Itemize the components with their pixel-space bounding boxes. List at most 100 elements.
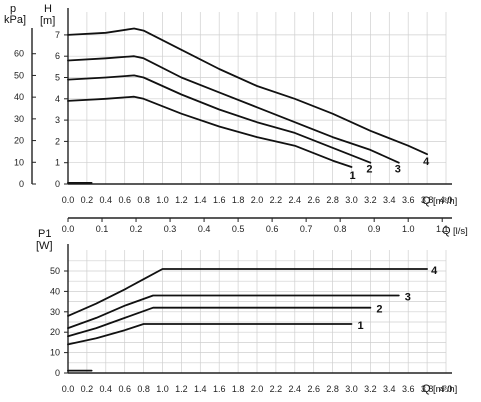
h-tick-label: 7	[55, 30, 60, 40]
q-tick-label-top: 1.8	[232, 195, 245, 205]
q-tick-label-bottom: 3.4	[383, 384, 396, 394]
q-tick-label-top: 0.8	[137, 195, 150, 205]
h-tick-label: 5	[55, 73, 60, 83]
q-axis-label-bottom: Q	[422, 383, 431, 395]
kpa-axis-unit: kPa]	[4, 14, 26, 26]
ls-tick-label: 0.7	[300, 224, 313, 234]
kpa-tick-label: 50	[14, 70, 24, 80]
h-axis-unit: [m]	[40, 15, 55, 27]
q-tick-label-bottom: 1.2	[175, 384, 188, 394]
p1-axis-symbol: P1	[38, 228, 51, 240]
p1-tick-label: 0	[55, 368, 60, 378]
q-tick-label-top: 0.0	[62, 195, 75, 205]
curve-label: 3	[405, 291, 411, 303]
q-tick-label-top: 2.6	[307, 195, 320, 205]
q-tick-label-bottom: 1.4	[194, 384, 207, 394]
q-ls-unit: [l/s]	[453, 226, 468, 237]
p-axis-symbol: p	[10, 3, 16, 15]
q-tick-label-top: 1.2	[175, 195, 188, 205]
ls-tick-label: 0.0	[62, 224, 75, 234]
h-axis-symbol: H	[44, 3, 52, 15]
q-tick-label-bottom: 2.6	[307, 384, 320, 394]
ls-tick-label: 0.9	[368, 224, 381, 234]
h-tick-label: 3	[55, 115, 60, 125]
q-tick-label-bottom: 3.6	[402, 384, 415, 394]
kpa-tick-label: 10	[14, 157, 24, 167]
q-tick-label-top: 2.8	[326, 195, 339, 205]
q-tick-label-bottom: 1.8	[232, 384, 245, 394]
q-tick-label-bottom: 1.6	[213, 384, 226, 394]
kpa-tick-label: 40	[14, 92, 24, 102]
q-tick-label-top: 3.2	[364, 195, 377, 205]
q-tick-label-top: 3.8	[421, 195, 434, 205]
kpa-tick-label: 20	[14, 136, 24, 146]
q-tick-label-bottom: 4.0	[440, 384, 453, 394]
ls-tick-label: 0.4	[198, 224, 211, 234]
head-curve-4	[67, 27, 428, 156]
curve-label: 1	[358, 320, 364, 332]
kpa-tick-label: 30	[14, 114, 24, 124]
q-axis-label-top: Q	[422, 195, 431, 207]
ls-tick-label: 0.8	[334, 224, 347, 234]
q-tick-label-top: 1.6	[213, 195, 226, 205]
q-tick-label-bottom: 0.2	[81, 384, 94, 394]
curve-label: 4	[423, 156, 430, 168]
p1-tick-label: 10	[50, 348, 60, 358]
kpa-tick-label: 60	[14, 49, 24, 59]
head-curve-1	[67, 95, 353, 168]
p1-tick-label: 40	[50, 286, 60, 296]
ls-tick-label: 1.1	[436, 224, 449, 234]
q-tick-label-top: 4.0	[440, 195, 453, 205]
ls-tick-label: 0.1	[96, 224, 109, 234]
p1-tick-label: 20	[50, 327, 60, 337]
q-tick-label-bottom: 2.2	[270, 384, 283, 394]
q-axis-unit-top: [m³/h]	[433, 196, 457, 207]
q-tick-label-bottom: 0.4	[100, 384, 113, 394]
q-tick-label-top: 3.4	[383, 195, 396, 205]
q-tick-label-bottom: 0.6	[118, 384, 131, 394]
ls-tick-label: 1.0	[402, 224, 415, 234]
curve-label: 3	[395, 164, 401, 176]
q-tick-label-bottom: 2.4	[289, 384, 302, 394]
q-tick-label-top: 2.0	[251, 195, 264, 205]
h-tick-label: 1	[55, 158, 60, 168]
head-curve-plot: 0 1 2 3 4 5 6 7 0 10 20 30 40 50 60 0.0 0.2 0.4 0.6 0.8 1.0 1…	[14, 8, 452, 234]
power-curve-2	[67, 306, 372, 338]
q-tick-label-top: 1.4	[194, 195, 207, 205]
q-tick-label-top: 2.2	[270, 195, 283, 205]
curve-label: 2	[376, 304, 382, 316]
q-tick-label-bottom: 2.0	[251, 384, 264, 394]
q-tick-label-top: 1.0	[156, 195, 169, 205]
power-curve-plot: 0 10 20 30 40 50 0.0 0.2 0.4 0.6 0.8 1.0 1.2 1.4 1.6 1.…	[50, 244, 452, 394]
power-curve-3	[67, 294, 400, 329]
q-tick-label-bottom: 0.8	[137, 384, 150, 394]
head-curve-3	[67, 55, 400, 164]
head-curve-2	[67, 74, 372, 164]
power-curve-4	[67, 268, 428, 317]
q-tick-label-bottom: 3.2	[364, 384, 377, 394]
p1-tick-label: 50	[50, 266, 60, 276]
q-tick-label-bottom: 1.0	[156, 384, 169, 394]
power-curve-1	[67, 323, 353, 346]
h-tick-label: 4	[55, 94, 60, 104]
h-tick-label: 6	[55, 51, 60, 61]
q-axis-unit-bottom: [m³/h]	[433, 384, 457, 395]
q-tick-label-top: 3.0	[345, 195, 358, 205]
q-ls-label: Q	[442, 225, 451, 237]
ls-tick-label: 0.2	[130, 224, 143, 234]
h-tick-label: 2	[55, 136, 60, 146]
ls-tick-label: 0.5	[232, 224, 245, 234]
q-tick-label-bottom: 3.0	[345, 384, 358, 394]
q-tick-label-top: 3.6	[402, 195, 415, 205]
ls-tick-label: 0.3	[164, 224, 177, 234]
kpa-tick-label: 0	[19, 179, 24, 189]
curve-label: 1	[350, 170, 356, 182]
p1-tick-label: 30	[50, 307, 60, 317]
p1-axis-unit: [W]	[36, 240, 53, 252]
q-tick-label-bottom: 3.8	[421, 384, 434, 394]
q-tick-label-bottom: 2.8	[326, 384, 339, 394]
q-tick-label-top: 0.4	[100, 195, 113, 205]
q-tick-label-top: 0.6	[118, 195, 131, 205]
h-tick-label: 0	[55, 179, 60, 189]
